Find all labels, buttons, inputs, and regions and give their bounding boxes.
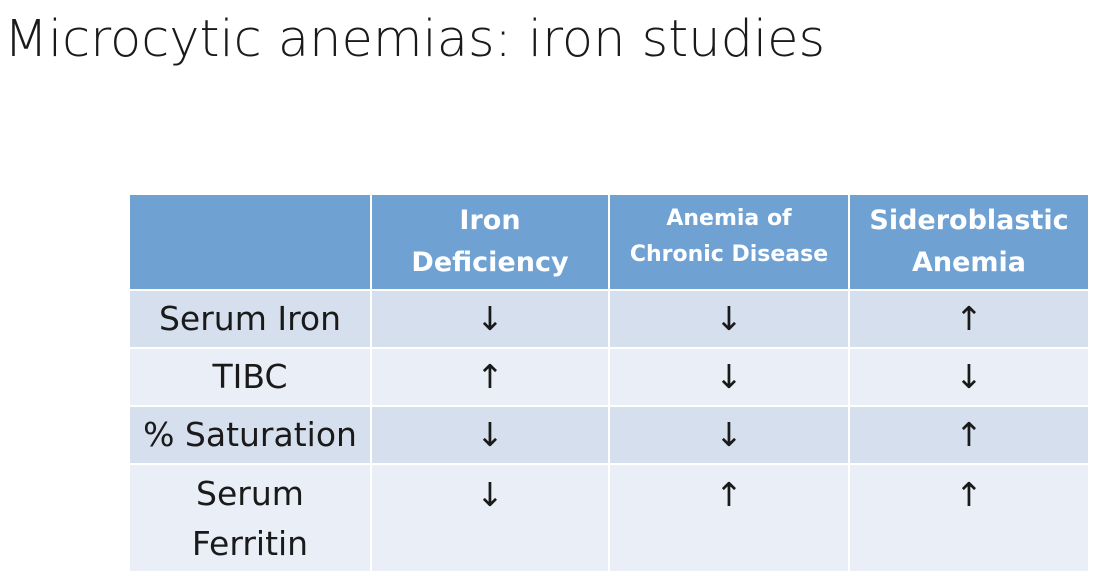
iron-studies-table: Iron Deficiency Anemia of Chronic Diseas… bbox=[130, 195, 1088, 573]
table-row-serum-iron: Serum Iron ↓ ↓ ↑ bbox=[130, 290, 1088, 349]
header-sideroblastic-anemia: Sideroblastic Anemia bbox=[849, 195, 1088, 291]
table-row-saturation: % Saturation ↓ ↓ ↑ bbox=[130, 406, 1088, 465]
header-anemia-of-chronic-disease: Anemia of Chronic Disease bbox=[609, 195, 850, 291]
arrow-cell-sideroblastic: ↑ bbox=[849, 406, 1088, 465]
row-label: % Saturation bbox=[130, 406, 372, 465]
row-label-line: % Saturation bbox=[143, 415, 357, 454]
row-label: TIBC bbox=[130, 348, 372, 407]
header-iron-deficiency: Iron Deficiency bbox=[371, 195, 610, 291]
header-line: Anemia bbox=[911, 247, 1027, 278]
arrow-cell-iron-deficiency: ↓ bbox=[371, 290, 610, 349]
arrow-cell-chronic-disease: ↓ bbox=[609, 348, 850, 407]
arrow-cell-sideroblastic: ↑ bbox=[849, 290, 1088, 349]
row-label-line: Ferritin bbox=[191, 524, 309, 563]
arrow-cell-iron-deficiency: ↓ bbox=[371, 406, 610, 465]
header-line: Deficiency bbox=[411, 247, 569, 278]
row-label: Serum Ferritin bbox=[130, 464, 372, 573]
table-header-row: Iron Deficiency Anemia of Chronic Diseas… bbox=[130, 195, 1088, 291]
table-row-serum-ferritin: Serum Ferritin ↓ ↑ ↑ bbox=[130, 464, 1088, 573]
arrow-cell-chronic-disease: ↓ bbox=[609, 406, 850, 465]
header-empty-cell bbox=[130, 195, 372, 291]
row-label-line: Serum Iron bbox=[158, 299, 342, 338]
arrow-cell-sideroblastic: ↓ bbox=[849, 348, 1088, 407]
row-label-line: Serum bbox=[196, 474, 304, 513]
arrow-cell-iron-deficiency: ↓ bbox=[371, 464, 610, 573]
header-line: Chronic Disease bbox=[629, 242, 829, 267]
row-label: Serum Iron bbox=[130, 290, 372, 349]
header-line: Iron bbox=[459, 205, 521, 236]
arrow-cell-sideroblastic: ↑ bbox=[849, 464, 1088, 573]
slide-title: Microcytic anemias: iron studies bbox=[4, 10, 826, 69]
row-label-line: TIBC bbox=[212, 357, 288, 396]
arrow-cell-iron-deficiency: ↑ bbox=[371, 348, 610, 407]
header-line: Sideroblastic bbox=[869, 205, 1069, 236]
arrow-cell-chronic-disease: ↑ bbox=[609, 464, 850, 573]
table-row-tibc: TIBC ↑ ↓ ↓ bbox=[130, 348, 1088, 407]
header-line: Anemia of bbox=[666, 206, 792, 231]
arrow-cell-chronic-disease: ↓ bbox=[609, 290, 850, 349]
